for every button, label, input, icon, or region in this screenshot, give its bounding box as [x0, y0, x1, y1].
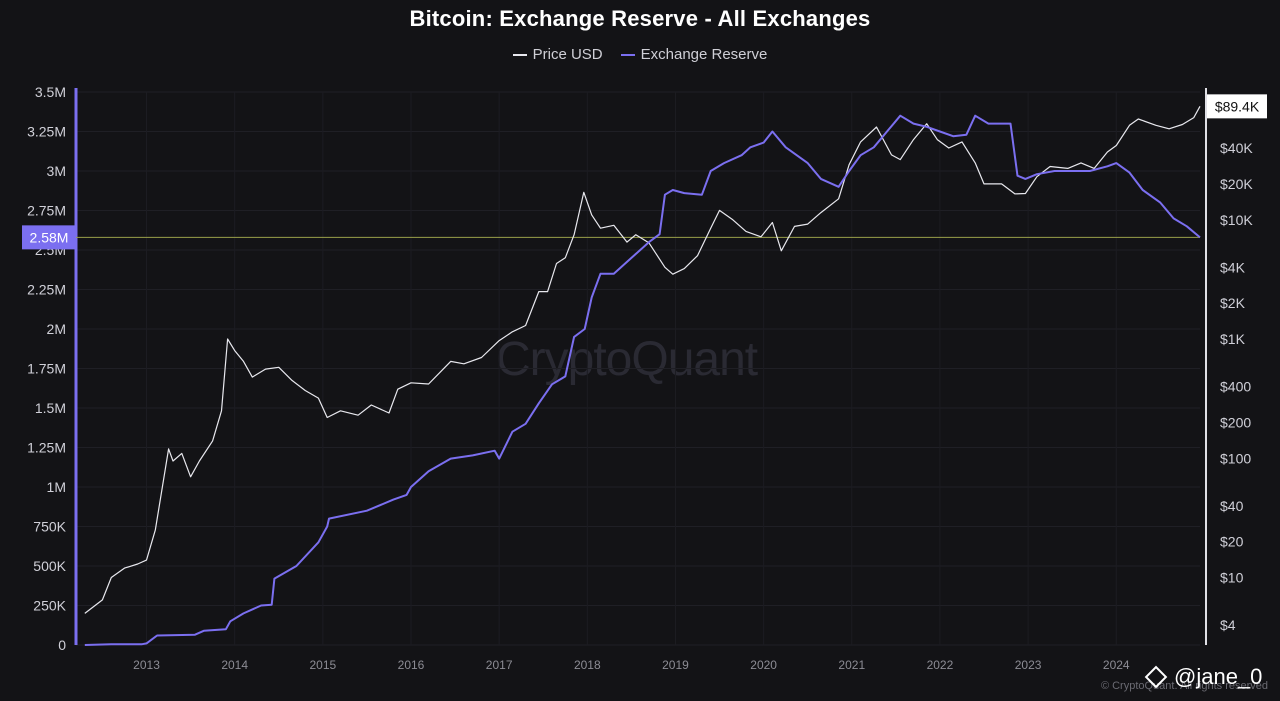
right-tick-label-9: $4K	[1220, 259, 1246, 275]
price-usd-line[interactable]	[84, 106, 1201, 614]
legend-swatch-price	[512, 53, 527, 56]
right-tick-label-0: $4	[1220, 617, 1236, 633]
legend-item-price[interactable]: Price USD	[512, 46, 603, 63]
x-tick-label-2022: 2022	[927, 658, 954, 672]
binance-logo-icon	[1144, 665, 1168, 689]
x-tick-label-2015: 2015	[309, 658, 336, 672]
exchange-reserve-line[interactable]	[84, 114, 1201, 646]
x-tick-label-2020: 2020	[750, 658, 777, 672]
current-price-badge-text: $89.4K	[1215, 98, 1260, 114]
right-tick-label-8: $2K	[1220, 295, 1246, 311]
x-tick-label-2014: 2014	[221, 658, 248, 672]
x-tick-label-2023: 2023	[1015, 658, 1042, 672]
left-tick-label-5: 1.25M	[27, 440, 66, 456]
left-tick-label-14: 3.5M	[35, 84, 66, 100]
x-tick-label-2018: 2018	[574, 658, 601, 672]
x-tick-label-2017: 2017	[486, 658, 513, 672]
author-handle: @jane_0	[1144, 664, 1263, 690]
right-tick-label-10: $10K	[1220, 212, 1253, 228]
legend-label-price: Price USD	[532, 46, 603, 63]
left-tick-label-2: 500K	[33, 558, 66, 574]
right-tick-label-11: $20K	[1220, 176, 1253, 192]
current-price-badge	[1207, 94, 1267, 119]
author-handle-text: @jane_0	[1174, 664, 1263, 689]
current-reserve-badge-text: 2.58M	[30, 229, 69, 245]
left-tick-label-3: 750K	[33, 519, 66, 535]
left-tick-label-6: 1.5M	[35, 400, 66, 416]
legend-item-reserve[interactable]: Exchange Reserve	[620, 46, 768, 63]
x-tick-label-2024: 2024	[1103, 658, 1130, 672]
right-tick-label-7: $1K	[1220, 331, 1246, 347]
left-tick-label-11: 2.75M	[27, 203, 66, 219]
x-tick-label-2019: 2019	[662, 658, 689, 672]
left-tick-label-7: 1.75M	[27, 361, 66, 377]
left-tick-label-12: 3M	[47, 163, 66, 179]
right-tick-label-2: $20	[1220, 534, 1244, 550]
x-tick-label-2013: 2013	[133, 658, 160, 672]
right-tick-label-12: $40K	[1220, 140, 1253, 156]
current-reserve-badge	[22, 225, 76, 250]
legend-swatch-reserve	[620, 53, 635, 56]
copyright-text: © CryptoQuant. All rights reserved	[1100, 680, 1268, 692]
legend-label-reserve: Exchange Reserve	[640, 46, 768, 63]
right-tick-label-5: $200	[1220, 414, 1251, 430]
chart-title: Bitcoin: Exchange Reserve - All Exchange…	[409, 6, 871, 31]
legend: Price USD Exchange Reserve	[0, 46, 1280, 63]
right-tick-label-4: $100	[1220, 450, 1251, 466]
left-tick-label-1: 250K	[33, 598, 66, 614]
left-tick-label-9: 2.25M	[27, 282, 66, 298]
x-tick-label-2016: 2016	[398, 658, 425, 672]
x-tick-label-2021: 2021	[838, 658, 865, 672]
left-tick-label-0: 0	[58, 637, 66, 653]
right-tick-label-1: $10	[1220, 570, 1244, 586]
right-tick-label-6: $400	[1220, 379, 1251, 395]
left-tick-label-4: 1M	[47, 479, 66, 495]
right-tick-label-3: $40	[1220, 498, 1244, 514]
left-tick-label-8: 2M	[47, 321, 66, 337]
left-tick-label-13: 3.25M	[27, 124, 66, 140]
